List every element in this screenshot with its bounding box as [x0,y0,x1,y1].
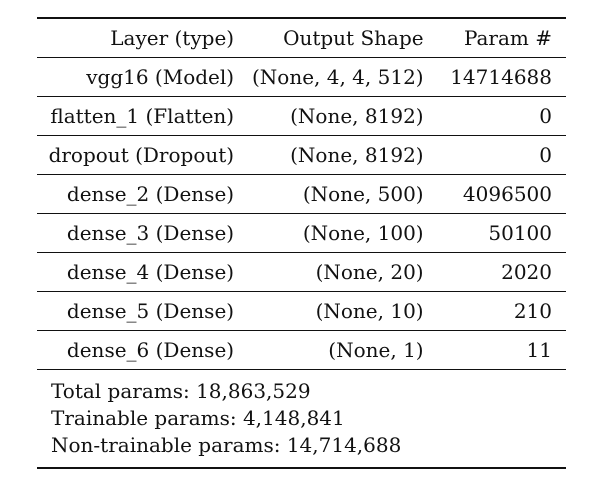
layer-cell: dense_4 (Dense) [66,260,235,284]
model-summary-table: Layer (type) Output Shape Param # vgg16 … [37,17,566,370]
table-row: vgg16 (Model) (None, 4, 4, 512) 14714688 [37,58,566,97]
table-row: dense_4 (Dense) (None, 20) 2020 [37,253,566,292]
table-row: dense_3 (Dense) (None, 100) 50100 [37,214,566,253]
param-count-cell: 0 [539,104,552,128]
output-shape-cell: (None, 20) [315,260,424,284]
header-param-count: Param # [463,26,552,50]
param-count-cell: 210 [513,299,552,323]
param-count-cell: 4096500 [462,182,552,206]
param-count-cell: 11 [526,338,552,362]
output-shape-cell: (None, 1) [328,338,424,362]
output-shape-cell: (None, 4, 4, 512) [251,65,424,89]
table-row: dropout (Dropout) (None, 8192) 0 [37,136,566,175]
header-output-shape: Output Shape [283,26,424,50]
param-count-cell: 50100 [488,221,552,245]
param-count-cell: 14714688 [450,65,552,89]
total-params: Total params: 18,863,529 [51,379,311,403]
table-row: dense_2 (Dense) (None, 500) 4096500 [37,175,566,214]
params-summary: Total params: 18,863,529 Trainable param… [37,370,566,469]
header-layer-type: Layer (type) [110,26,235,50]
output-shape-cell: (None, 10) [315,299,424,323]
trainable-params: Trainable params: 4,148,841 [51,406,345,430]
output-shape-cell: (None, 8192) [290,104,424,128]
layer-cell: dense_2 (Dense) [66,182,235,206]
output-shape-cell: (None, 8192) [290,143,424,167]
layer-cell: flatten_1 (Flatten) [50,104,235,128]
model-summary: Layer (type) Output Shape Param # vgg16 … [37,17,566,469]
output-shape-cell: (None, 100) [302,221,424,245]
layer-cell: dense_3 (Dense) [66,221,235,245]
output-shape-cell: (None, 500) [302,182,424,206]
layer-cell: vgg16 (Model) [86,65,235,89]
table-row: dense_5 (Dense) (None, 10) 210 [37,292,566,331]
layer-cell: dropout (Dropout) [48,143,235,167]
layer-cell: dense_5 (Dense) [66,299,235,323]
layer-cell: dense_6 (Dense) [66,338,235,362]
table-row: dense_6 (Dense) (None, 1) 11 [37,331,566,370]
non-trainable-params: Non-trainable params: 14,714,688 [51,433,402,457]
param-count-cell: 0 [539,143,552,167]
param-count-cell: 2020 [501,260,552,284]
header-row: Layer (type) Output Shape Param # [37,18,566,58]
table-row: flatten_1 (Flatten) (None, 8192) 0 [37,97,566,136]
